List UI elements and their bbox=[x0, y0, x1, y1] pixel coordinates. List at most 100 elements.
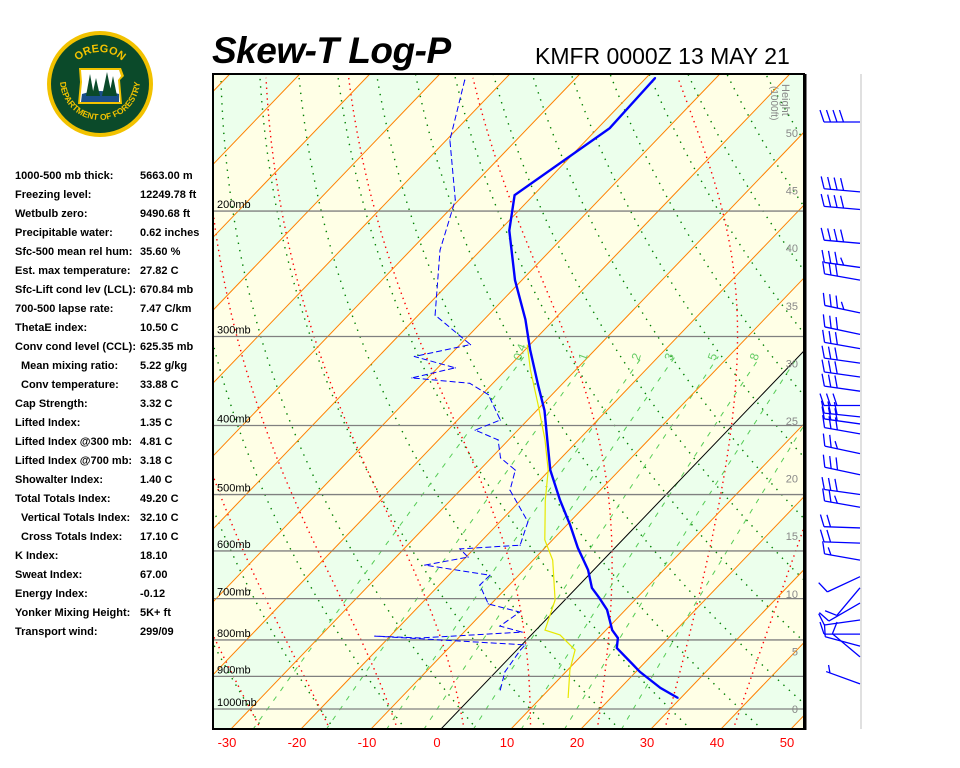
stat-label: Cross Totals Index: bbox=[21, 531, 123, 543]
dewpoint-point bbox=[413, 355, 415, 358]
dewpoint-point bbox=[499, 457, 502, 459]
dry-adiabat bbox=[877, 66, 960, 730]
wind-barb bbox=[820, 400, 861, 418]
dry-adiabat bbox=[56, 66, 192, 730]
isotherm bbox=[300, 204, 804, 729]
stat-value: 299/09 bbox=[140, 626, 174, 638]
wind-barb bbox=[822, 415, 861, 435]
moist-adiabat bbox=[213, 473, 331, 729]
height-tick-label: 25 bbox=[786, 416, 798, 428]
isotherm bbox=[213, 74, 721, 603]
temperature-point bbox=[659, 687, 662, 689]
x-tick-label: -20 bbox=[288, 735, 307, 750]
dewpoint-point bbox=[479, 584, 481, 586]
height-tick-label: 40 bbox=[786, 243, 798, 255]
isotherm bbox=[213, 74, 511, 384]
temperature-point bbox=[654, 76, 657, 79]
height-axis-label: Height bbox=[779, 84, 791, 116]
wind-barb bbox=[821, 345, 861, 364]
height-tick-label: 35 bbox=[786, 301, 798, 313]
temperature-point bbox=[537, 384, 539, 386]
temperature-point bbox=[608, 127, 611, 129]
temperature-point bbox=[549, 469, 552, 471]
mixing-ratio-line bbox=[520, 356, 761, 729]
wind-barb bbox=[821, 476, 861, 496]
stat-value: 1.35 C bbox=[140, 417, 173, 429]
dewpoint-point bbox=[499, 419, 501, 421]
dry-adiabat bbox=[298, 74, 621, 729]
stat-label: Sweat Index: bbox=[15, 569, 83, 581]
stat-label: Vertical Totals Index: bbox=[21, 512, 131, 524]
stat-label: Wetbulb zero: bbox=[15, 208, 88, 220]
mixing-ratio-line bbox=[621, 424, 804, 729]
temperature-point bbox=[508, 229, 511, 232]
stat-label: Conv temperature: bbox=[21, 379, 119, 391]
wind-barb bbox=[820, 176, 861, 193]
temperature-point bbox=[524, 318, 527, 321]
stat-value: 10.50 C bbox=[140, 322, 179, 334]
stat-label: Sfc-500 mean rel hum: bbox=[15, 246, 133, 258]
wind-barb bbox=[821, 359, 861, 378]
dewpoint-point bbox=[459, 548, 461, 550]
dewpoint-point bbox=[499, 625, 501, 627]
wind-barb bbox=[820, 193, 861, 211]
dewpoint-point bbox=[524, 644, 526, 646]
dewpoint-point bbox=[521, 631, 523, 633]
wind-barb bbox=[820, 227, 861, 244]
isotherm bbox=[230, 131, 804, 729]
mixing-ratio-label: 5 bbox=[705, 351, 721, 362]
plot-area: 200mb 300mb 400mb 500mb 600mb 700mb 800mb 900mb… bbox=[56, 66, 960, 730]
x-tick-label: 0 bbox=[433, 735, 440, 750]
pressure-label: 900mb bbox=[217, 664, 251, 676]
mixing-ratio-line bbox=[472, 356, 719, 729]
stat-label: Showalter Index: bbox=[15, 474, 104, 486]
stat-label: Conv cond level (CCL): bbox=[15, 341, 137, 353]
isotherm bbox=[213, 74, 441, 311]
stat-label: 700-500 lapse rate: bbox=[15, 303, 114, 315]
wind-barb bbox=[818, 602, 861, 622]
dewpoint-point bbox=[374, 635, 376, 637]
height-tick-label: 10 bbox=[786, 589, 798, 601]
stat-value: 1.40 C bbox=[140, 474, 173, 486]
stat-value: 12249.78 ft bbox=[140, 189, 197, 201]
stat-label: Total Totals Index: bbox=[15, 493, 111, 505]
mixing-ratio-line bbox=[564, 356, 799, 729]
stat-value: 33.88 C bbox=[140, 379, 179, 391]
stat-label: Freezing level: bbox=[15, 189, 92, 201]
temperature-point bbox=[529, 348, 531, 351]
dewpoint-point bbox=[474, 429, 476, 431]
dewpoint-point bbox=[434, 314, 436, 316]
dry-adiabat bbox=[839, 66, 960, 730]
x-tick-label: 30 bbox=[640, 735, 654, 750]
wind-barb bbox=[818, 613, 861, 626]
temperature-point bbox=[639, 671, 641, 673]
stat-label: K Index: bbox=[15, 550, 59, 562]
temperature-point bbox=[615, 647, 618, 649]
stat-label: 1000-500 mb thick: bbox=[15, 170, 114, 182]
stat-value: 5663.00 m bbox=[140, 170, 193, 182]
isotherm bbox=[790, 714, 804, 729]
chart-title: Skew-T Log-P bbox=[212, 30, 451, 71]
pressure-label: 400mb bbox=[217, 413, 251, 425]
mixing-ratio-label: 1 bbox=[575, 351, 591, 362]
dewpoint-point bbox=[519, 611, 521, 613]
dewpoint-point bbox=[439, 249, 441, 251]
height-tick-label: 50 bbox=[786, 128, 798, 140]
logo-top-text: OREGON bbox=[72, 43, 127, 63]
wind-barb bbox=[831, 621, 861, 658]
temperature-point bbox=[546, 444, 549, 446]
isotherm bbox=[650, 568, 804, 729]
stat-value: 49.20 C bbox=[140, 493, 179, 505]
stat-label: Lifted Index @300 mb: bbox=[15, 436, 133, 448]
wind-barb bbox=[821, 406, 861, 425]
dewpoint-point bbox=[504, 671, 506, 673]
stat-label: Transport wind: bbox=[15, 626, 98, 638]
dewpoint-point bbox=[514, 469, 516, 471]
pressure-label: 600mb bbox=[217, 539, 251, 551]
mixing-ratio-label: 8 bbox=[747, 351, 763, 362]
isotherm bbox=[213, 74, 371, 239]
height-tick-label: 20 bbox=[786, 474, 798, 486]
stat-value: 32.10 C bbox=[140, 512, 179, 524]
moist-adiabat bbox=[348, 77, 532, 729]
stat-label: Est. max temperature: bbox=[15, 265, 131, 277]
